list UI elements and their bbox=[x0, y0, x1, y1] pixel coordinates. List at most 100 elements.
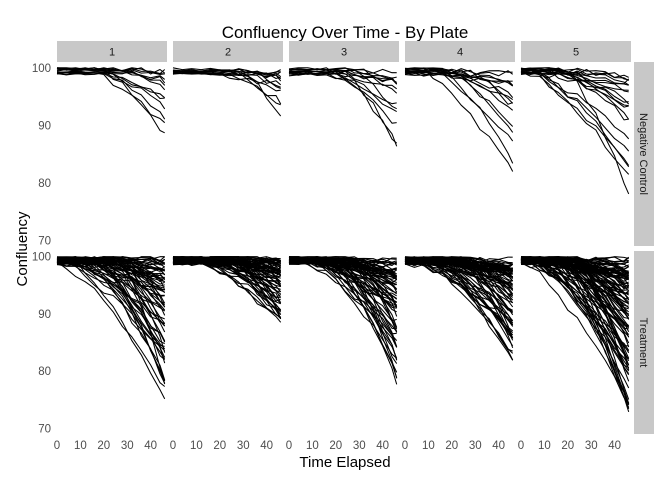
x-tick-label: 10 bbox=[538, 440, 551, 452]
series-line bbox=[404, 67, 514, 133]
strip-background bbox=[634, 62, 654, 246]
y-tick-label: 90 bbox=[38, 120, 51, 132]
x-tick-label: 20 bbox=[445, 440, 458, 452]
x-tick-label: 30 bbox=[585, 440, 598, 452]
series-line bbox=[172, 258, 282, 323]
x-tick-label: 30 bbox=[121, 440, 134, 452]
strip-label: Negative Control bbox=[637, 113, 649, 195]
series-line bbox=[404, 73, 514, 164]
facet-column-strips: 1 2 3 4 5 bbox=[57, 41, 631, 62]
strip-background bbox=[521, 41, 631, 62]
x-tick-label: 30 bbox=[469, 440, 482, 452]
series-line bbox=[520, 261, 630, 410]
strip-row-negative-control: Negative Control bbox=[634, 62, 654, 246]
series-line bbox=[56, 256, 166, 358]
facet-row-strips: Negative Control Treatment bbox=[634, 62, 654, 434]
y-tick-label: 100 bbox=[32, 63, 51, 75]
series-line bbox=[520, 72, 630, 175]
x-tick-label: 30 bbox=[237, 440, 250, 452]
x-tick-label: 10 bbox=[74, 440, 87, 452]
series-line bbox=[56, 257, 166, 384]
x-tick-label: 40 bbox=[492, 440, 505, 452]
strip-background bbox=[634, 251, 654, 434]
strip-label: 1 bbox=[109, 47, 115, 59]
series-line bbox=[56, 67, 166, 91]
series-line bbox=[404, 261, 514, 348]
series-line bbox=[520, 256, 629, 300]
strip-label: 3 bbox=[341, 47, 347, 59]
series-line bbox=[56, 256, 166, 382]
strip-label: 4 bbox=[457, 47, 463, 59]
x-axis-title: Time Elapsed bbox=[299, 454, 390, 471]
series-line bbox=[172, 67, 282, 117]
series-line bbox=[288, 70, 398, 144]
x-tick-label: 0 bbox=[518, 440, 524, 452]
panels bbox=[56, 67, 630, 413]
series-line bbox=[56, 259, 166, 400]
panel-plate-3-treatment bbox=[288, 256, 398, 385]
strip-label: 2 bbox=[225, 47, 231, 59]
x-axis-ticks: 0 10 20 30 40 0 10 20 30 40 0 10 20 30 40 0 10 20 30 40 0 10 2… bbox=[54, 440, 621, 452]
series-line bbox=[288, 259, 398, 361]
y-tick-label: 90 bbox=[38, 309, 51, 321]
series-line bbox=[404, 259, 514, 347]
y-axis-title: Confluency bbox=[14, 211, 31, 287]
panel-plate-5-negative-control bbox=[520, 67, 630, 195]
strip-row-treatment: Treatment bbox=[634, 251, 654, 434]
panel-plate-2-negative-control bbox=[172, 67, 282, 117]
series-line bbox=[173, 72, 281, 92]
series-line bbox=[288, 70, 398, 147]
series-line bbox=[288, 260, 398, 379]
strip-background bbox=[405, 41, 515, 62]
series-line bbox=[404, 67, 514, 172]
x-tick-label: 0 bbox=[54, 440, 60, 452]
series-line bbox=[288, 258, 398, 348]
strip-column-1: 1 bbox=[57, 41, 167, 62]
strip-background bbox=[57, 41, 167, 62]
x-tick-label: 10 bbox=[306, 440, 319, 452]
strip-column-3: 3 bbox=[289, 41, 399, 62]
strip-column-4: 4 bbox=[405, 41, 515, 62]
x-tick-label: 0 bbox=[170, 440, 176, 452]
series-line bbox=[288, 72, 397, 124]
series-line bbox=[520, 260, 630, 389]
series-line bbox=[520, 67, 630, 166]
x-tick-label: 20 bbox=[97, 440, 110, 452]
series-line bbox=[172, 259, 282, 319]
panel-plate-4-treatment bbox=[404, 256, 514, 361]
x-tick-label: 10 bbox=[190, 440, 203, 452]
series-line bbox=[288, 256, 398, 378]
series-line bbox=[172, 260, 281, 318]
x-tick-label: 40 bbox=[608, 440, 621, 452]
y-axis-ticks: 70 80 90 100 70 80 90 100 bbox=[32, 63, 51, 436]
x-tick-label: 40 bbox=[260, 440, 273, 452]
series-line bbox=[172, 70, 281, 106]
series-line bbox=[404, 69, 514, 142]
series-line bbox=[172, 258, 282, 320]
series-line bbox=[56, 70, 166, 110]
series-line bbox=[404, 256, 513, 352]
chart-title: Confluency Over Time - By Plate bbox=[222, 23, 469, 42]
series-line bbox=[56, 261, 166, 387]
y-tick-label: 80 bbox=[38, 366, 51, 378]
series-line bbox=[404, 71, 514, 86]
series-line bbox=[520, 257, 630, 408]
series-line bbox=[288, 69, 397, 113]
strip-column-2: 2 bbox=[173, 41, 283, 62]
strip-label: Treatment bbox=[637, 318, 649, 368]
series-line bbox=[520, 257, 630, 413]
panel-plate-1-negative-control bbox=[56, 67, 166, 134]
y-tick-label: 80 bbox=[38, 178, 51, 190]
series-line bbox=[288, 68, 398, 90]
y-tick-label: 70 bbox=[38, 235, 51, 247]
series-line bbox=[520, 259, 630, 404]
panel-plate-5-treatment bbox=[520, 256, 630, 413]
series-line bbox=[520, 257, 630, 376]
panel-plate-2-treatment bbox=[172, 256, 282, 323]
series-line bbox=[404, 261, 514, 361]
panel-plate-1-treatment bbox=[56, 256, 166, 400]
series-line bbox=[172, 71, 281, 88]
x-tick-label: 30 bbox=[353, 440, 366, 452]
y-tick-label: 100 bbox=[32, 252, 51, 264]
